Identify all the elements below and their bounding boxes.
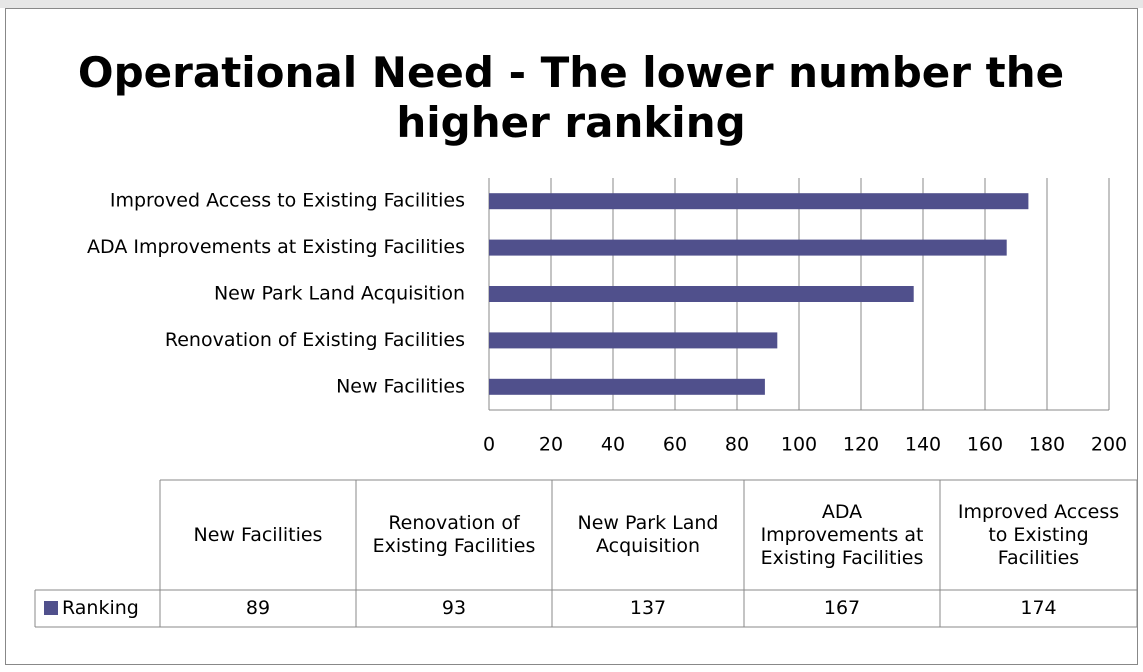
y-tick-label: ADA Improvements at Existing Facilities (87, 236, 465, 258)
x-tick-label: 120 (843, 434, 879, 456)
bar (489, 286, 914, 302)
table-header: Improved Access to Existing Facilities (957, 500, 1120, 569)
x-tick-label: 80 (725, 434, 749, 456)
x-tick-label: 40 (601, 434, 625, 456)
x-tick-label: 100 (781, 434, 817, 456)
y-tick-label: Improved Access to Existing Facilities (110, 190, 465, 212)
y-tick-label: New Park Land Acquisition (214, 283, 465, 305)
x-tick-label: 140 (905, 434, 941, 456)
x-tick-label: 0 (483, 434, 495, 456)
table-header: New Park Land Acquisition (577, 512, 719, 557)
y-tick-label: New Facilities (336, 375, 465, 397)
table-header: Renovation of Existing Facilities (372, 512, 536, 557)
table-value: 137 (629, 597, 667, 619)
x-tick-label: 20 (539, 434, 563, 456)
bar (489, 239, 1007, 256)
table-value: 174 (1020, 597, 1057, 619)
chart-title: Operational Need - The lower number the h… (78, 48, 1064, 147)
table-header: New Facilities (193, 523, 323, 546)
x-tick-label: 60 (663, 434, 687, 456)
legend-swatch (44, 601, 58, 615)
bar (489, 332, 778, 349)
x-tick-label: 200 (1091, 434, 1127, 456)
bar (489, 378, 765, 395)
x-tick-label: 180 (1029, 434, 1065, 456)
bar (489, 193, 1029, 210)
y-tick-label: Renovation of Existing Facilities (165, 329, 465, 351)
legend-label: Ranking (62, 597, 139, 619)
table-value: 167 (823, 597, 861, 619)
top-band (0, 0, 1143, 8)
table-value: 93 (441, 597, 467, 619)
table-header: ADA Improvements at Existing Facilities (760, 500, 924, 569)
x-tick-label: 160 (967, 434, 1003, 456)
table-value: 89 (245, 597, 271, 619)
